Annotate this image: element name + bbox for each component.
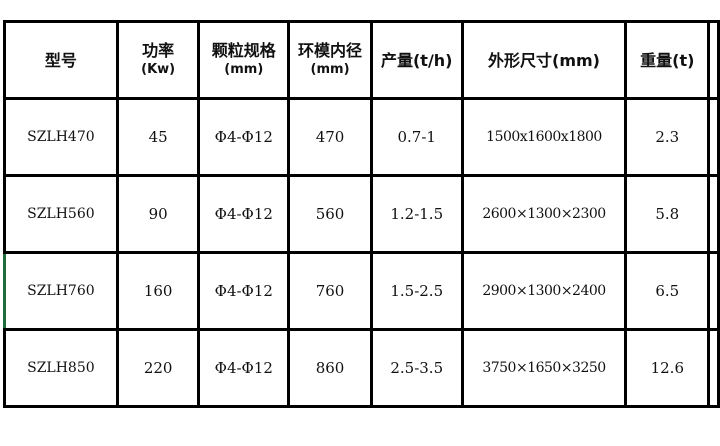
header-power: 功率 (Kw) [115, 20, 201, 100]
header-pellet-size: 颗粒规格 (mm) [197, 20, 291, 100]
cell-capacity: 0.7-1 [369, 97, 464, 177]
table-row: SZLH560 90 Φ4-Φ12 560 1.2-1.5 2600×1300×… [3, 174, 720, 254]
table-row: SZLH760 160 Φ4-Φ12 760 1.5-2.5 2900×1300… [3, 251, 720, 331]
cell-truncated [707, 328, 720, 408]
cell-power: 90 [115, 174, 201, 254]
cell-dimensions: 1500x1600x1800 [460, 97, 628, 177]
cell-truncated [707, 251, 720, 331]
cell-pellet-size: Φ4-Φ12 [197, 251, 291, 331]
cell-model: SZLH760 [3, 251, 119, 331]
table-row: SZLH470 45 Φ4-Φ12 470 0.7-1 1500x1600x18… [3, 97, 720, 177]
header-weight: 重量(t) [624, 20, 711, 100]
cell-capacity: 1.2-1.5 [369, 174, 464, 254]
cell-weight: 12.6 [624, 328, 711, 408]
cell-pellet-size: Φ4-Φ12 [197, 97, 291, 177]
cell-ring-die: 860 [287, 328, 373, 408]
cell-truncated [707, 97, 720, 177]
cell-model: SZLH470 [3, 97, 119, 177]
header-capacity: 产量(t/h) [369, 20, 464, 100]
cell-power: 220 [115, 328, 201, 408]
cell-ring-die: 760 [287, 251, 373, 331]
header-truncated [707, 20, 720, 100]
cell-capacity: 1.5-2.5 [369, 251, 464, 331]
cell-dimensions: 2900×1300×2400 [460, 251, 628, 331]
cell-pellet-size: Φ4-Φ12 [197, 328, 291, 408]
cell-pellet-size: Φ4-Φ12 [197, 174, 291, 254]
cell-capacity: 2.5-3.5 [369, 328, 464, 408]
cell-power: 160 [115, 251, 201, 331]
cell-truncated [707, 174, 720, 254]
cell-model: SZLH560 [3, 174, 119, 254]
header-ring-die-diameter: 环模内径 (mm) [287, 20, 373, 100]
cell-weight: 2.3 [624, 97, 711, 177]
cell-ring-die: 470 [287, 97, 373, 177]
cell-model: SZLH850 [3, 328, 119, 408]
cell-dimensions: 2600×1300×2300 [460, 174, 628, 254]
cell-dimensions: 3750×1650×3250 [460, 328, 628, 408]
spec-table: 型号 功率 (Kw) 颗粒规格 (mm) 环模内径 (mm) 产量(t/h) 外形尺寸… [3, 20, 720, 408]
header-dimensions: 外形尺寸(mm) [460, 20, 628, 100]
table-row: SZLH850 220 Φ4-Φ12 860 2.5-3.5 3750×1650… [3, 328, 720, 408]
cell-ring-die: 560 [287, 174, 373, 254]
cell-weight: 6.5 [624, 251, 711, 331]
cell-power: 45 [115, 97, 201, 177]
cell-weight: 5.8 [624, 174, 711, 254]
header-model: 型号 [3, 20, 119, 100]
header-row: 型号 功率 (Kw) 颗粒规格 (mm) 环模内径 (mm) 产量(t/h) 外形尺寸… [3, 20, 720, 100]
